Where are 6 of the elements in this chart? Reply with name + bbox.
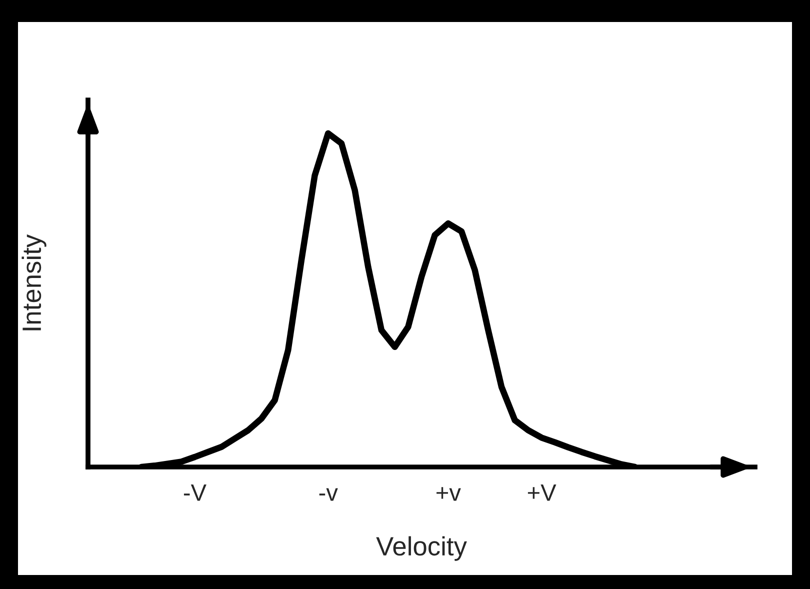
x-axis-title: Velocity bbox=[376, 536, 467, 561]
x-tick-label: -V bbox=[184, 484, 206, 501]
x-tick-label: -v bbox=[319, 488, 338, 501]
x-tick-label: +v bbox=[436, 487, 461, 501]
x-tick-label: +V bbox=[528, 484, 556, 501]
y-axis-title: Intensity bbox=[22, 234, 46, 330]
